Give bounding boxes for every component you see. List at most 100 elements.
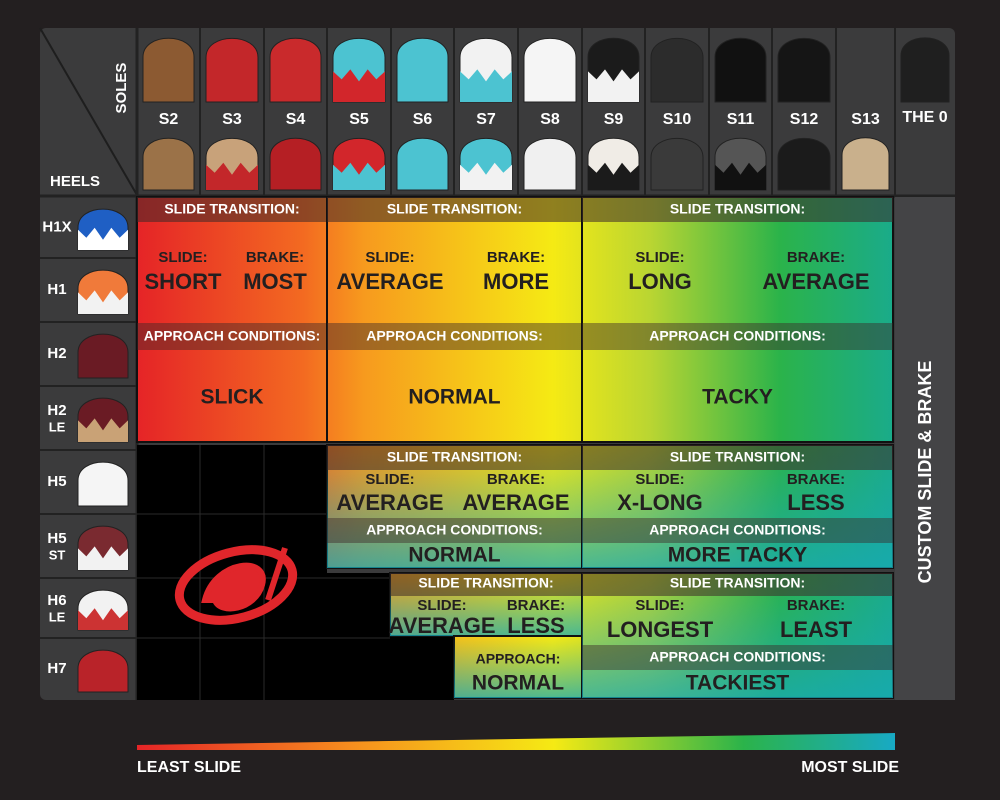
slide-label: SLIDE:: [365, 471, 414, 488]
brand-logo: [174, 545, 298, 625]
approach-label: APPROACH CONDITIONS:: [649, 649, 826, 665]
sole-label: S5: [349, 111, 369, 128]
sole-label: S13: [851, 111, 880, 128]
approach-label: APPROACH CONDITIONS:: [649, 522, 826, 538]
brake-value: AVERAGE: [462, 490, 569, 515]
transition-label: SLIDE TRANSITION:: [670, 575, 805, 591]
approach-band: [137, 323, 327, 350]
sole-image: [714, 37, 767, 103]
sole-pattern: [460, 69, 512, 102]
approach-band: [582, 323, 893, 350]
sole-image: [205, 38, 259, 103]
sole-label: S6: [413, 111, 433, 128]
brake-label: BRAKE:: [487, 471, 545, 488]
brake-value: LEAST: [780, 617, 853, 642]
heel-label: H5: [47, 473, 66, 490]
slide-label: SLIDE:: [635, 249, 684, 266]
corner-diagonal: [39, 27, 138, 196]
sole-label: S3: [222, 111, 242, 128]
empty-area: [327, 573, 390, 700]
approach-value: NORMAL: [408, 544, 500, 567]
artwork: S2 S3 S4 S5 S6 S7 S8 S9 S10 S11 S12 S13 THE 0 H1X H1 H2…: [40, 28, 955, 700]
sole-pattern: [588, 69, 639, 102]
brake-label: BRAKE:: [246, 249, 304, 266]
slide-label: SLIDE:: [158, 249, 207, 266]
sole-label: S8: [540, 111, 560, 128]
sole-image: [142, 137, 195, 191]
transition-label: SLIDE TRANSITION:: [387, 449, 522, 465]
sole-image: [77, 649, 129, 693]
brake-label: BRAKE:: [787, 471, 845, 488]
slide-scale-bar: [137, 733, 895, 750]
slide-value: AVERAGE: [336, 490, 443, 515]
sole-label: S10: [663, 111, 692, 128]
approach-value: TACKY: [702, 386, 773, 409]
approach-value: NORMAL: [472, 672, 564, 695]
heel-label: H5: [47, 530, 66, 547]
heel-sub-label: LE: [49, 419, 66, 434]
slide-value: AVERAGE: [336, 269, 443, 294]
side-label: CUSTOM SLIDE & BRAKE: [915, 361, 935, 584]
brake-value: AVERAGE: [762, 269, 869, 294]
block-background: [136, 196, 328, 443]
heel-label: H6: [47, 592, 66, 609]
sole-image: [396, 37, 449, 103]
sole-image: [900, 37, 950, 103]
approach-label: APPROACH:: [476, 651, 561, 667]
sole-label: S4: [286, 111, 306, 128]
heel-label: H2: [47, 345, 66, 362]
transition-band: [327, 197, 582, 222]
heel-label: H1: [47, 281, 66, 298]
transition-band: [582, 197, 893, 222]
sole-pattern: [78, 546, 129, 570]
sole-label: THE 0: [902, 109, 947, 126]
sole-image: [77, 333, 129, 379]
approach-value: MORE TACKY: [668, 544, 808, 567]
brake-value: LESS: [507, 613, 564, 638]
approach-label: APPROACH CONDITIONS:: [366, 522, 543, 538]
sole-image: [396, 137, 449, 191]
transition-band: [582, 445, 893, 470]
sole-image: [269, 137, 322, 191]
heel-sub-label: ST: [49, 547, 66, 562]
sole-label: S2: [159, 111, 179, 128]
sole-image: [777, 138, 831, 191]
transition-band: [582, 573, 893, 596]
transition-label: SLIDE TRANSITION:: [164, 201, 299, 217]
approach-band: [582, 518, 893, 543]
empty-area: [390, 636, 454, 700]
transition-label: SLIDE TRANSITION:: [670, 449, 805, 465]
transition-band: [390, 573, 582, 596]
brake-label: BRAKE:: [507, 597, 565, 614]
sole-pattern: [78, 227, 129, 250]
heel-sub-label: LE: [49, 609, 66, 624]
sole-image: [142, 37, 195, 103]
approach-band: [327, 323, 582, 350]
brake-value: MOST: [243, 269, 307, 294]
sole-label: S9: [604, 111, 624, 128]
heel-label: H2: [47, 402, 66, 419]
approach-label: APPROACH CONDITIONS:: [366, 328, 543, 344]
approach-label: APPROACH CONDITIONS:: [649, 328, 826, 344]
transition-label: SLIDE TRANSITION:: [387, 201, 522, 217]
brand-logo-mark: [201, 547, 288, 612]
heel-label: H7: [47, 660, 66, 677]
transition-label: SLIDE TRANSITION:: [670, 201, 805, 217]
soles-label: SOLES: [113, 63, 130, 114]
approach-value: TACKIEST: [686, 672, 790, 695]
heel-label: H1X: [42, 218, 71, 235]
approach-value: SLICK: [201, 386, 264, 409]
slide-label: SLIDE:: [635, 471, 684, 488]
sole-label: S11: [727, 111, 755, 128]
slide-value: LONGEST: [607, 617, 714, 642]
approach-band: [582, 645, 893, 670]
sole-pattern: [78, 608, 129, 630]
brake-value: MORE: [483, 269, 549, 294]
transition-band: [137, 197, 327, 222]
sole-image: [77, 461, 129, 507]
block-background: [581, 196, 894, 443]
sole-image: [841, 137, 890, 191]
slide-value: AVERAGE: [388, 613, 495, 638]
sole-image: [650, 138, 704, 191]
